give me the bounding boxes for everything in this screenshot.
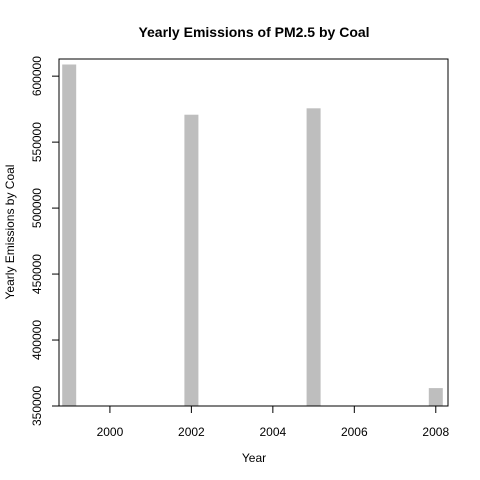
y-tick-label-450000: 450000	[30, 254, 44, 294]
bars	[62, 64, 443, 407]
x-tick-label-2000: 2000	[97, 425, 124, 439]
bar-1999	[62, 64, 77, 406]
plot-frame	[58, 58, 449, 407]
y-axis-label: Yearly Emissions by Coal	[3, 165, 17, 300]
y-tick-label-500000: 500000	[30, 188, 44, 228]
chart-title: Yearly Emissions of PM2.5 by Coal	[138, 24, 369, 40]
y-axis: 350000 400000 450000 500000 550000 600000	[30, 56, 59, 426]
x-axis: 2000 2002 2004 2006 2008	[97, 406, 449, 439]
x-axis-label: Year	[242, 451, 266, 465]
y-tick-label-600000: 600000	[30, 56, 44, 96]
bar-2002	[184, 114, 199, 406]
y-tick-label-550000: 550000	[30, 122, 44, 162]
y-tick-label-350000: 350000	[30, 386, 44, 426]
x-tick-label-2004: 2004	[259, 425, 286, 439]
x-tick-label-2006: 2006	[341, 425, 368, 439]
y-tick-label-400000: 400000	[30, 320, 44, 360]
bar-2008	[428, 388, 443, 406]
x-tick-label-2008: 2008	[422, 425, 449, 439]
x-tick-label-2002: 2002	[178, 425, 205, 439]
bar-2005	[306, 108, 321, 407]
